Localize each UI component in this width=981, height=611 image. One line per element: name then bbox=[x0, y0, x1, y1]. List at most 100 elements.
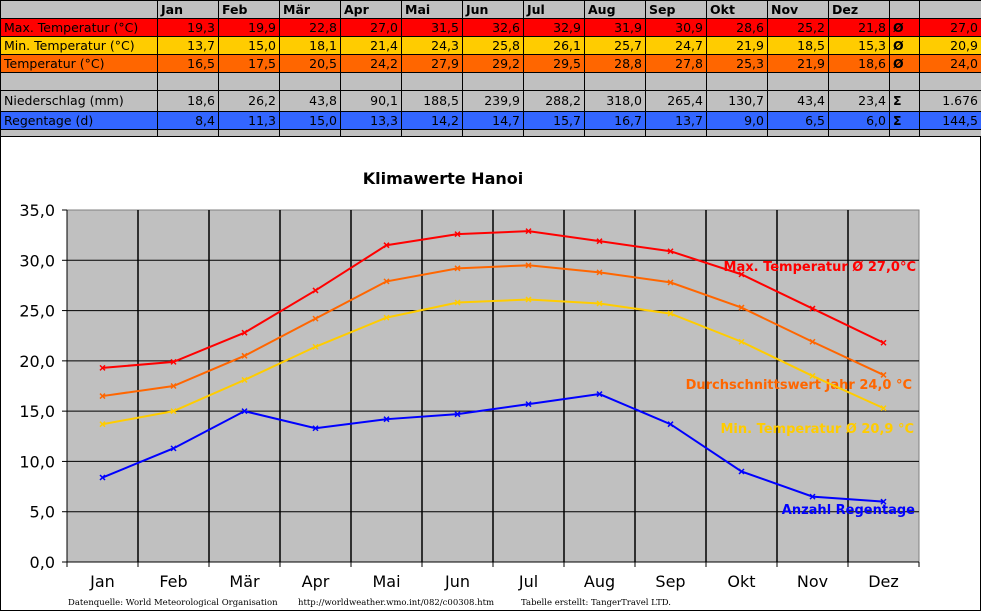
table-cell bbox=[218, 72, 280, 91]
data-point-avg bbox=[383, 278, 390, 285]
data-point-days bbox=[383, 416, 390, 423]
data-point-days bbox=[241, 408, 248, 415]
table-cell bbox=[584, 72, 646, 91]
value-cell: 25,2 bbox=[767, 18, 829, 37]
row-label: Niederschlag (mm) bbox=[0, 90, 158, 112]
value-cell: 19,9 bbox=[218, 18, 280, 37]
summary-value: 24,0 bbox=[919, 54, 981, 73]
y-tick-label: 20,0 bbox=[19, 352, 55, 371]
value-cell: 15,0 bbox=[279, 111, 341, 130]
value-cell: 43,8 bbox=[279, 90, 341, 112]
value-cell: 21,8 bbox=[828, 18, 890, 37]
table-row-avg: Temperatur (°C) 16,5 17,5 20,5 24,2 27,9 29,2 2… bbox=[0, 54, 981, 73]
value-cell: 21,9 bbox=[706, 36, 768, 55]
table-corner-cell bbox=[0, 0, 158, 19]
series-label-min: Min. Temperatur Ø 20,9 °C bbox=[720, 422, 914, 437]
data-point-min bbox=[596, 300, 603, 307]
data-point-max bbox=[383, 242, 390, 249]
table-cell bbox=[919, 72, 981, 91]
summary-symbol: Ø bbox=[889, 18, 920, 37]
value-cell: 28,6 bbox=[706, 18, 768, 37]
value-cell: 25,7 bbox=[584, 36, 646, 55]
data-point-min bbox=[99, 421, 106, 428]
month-header: Mär bbox=[279, 0, 341, 19]
value-cell: 9,0 bbox=[706, 111, 768, 130]
data-point-max bbox=[667, 248, 674, 255]
summary-value: 1.676 bbox=[919, 90, 981, 112]
data-point-avg bbox=[596, 269, 603, 276]
y-tick-label: 5,0 bbox=[30, 503, 55, 522]
data-point-max bbox=[596, 238, 603, 245]
data-point-avg bbox=[241, 352, 248, 359]
table-cell bbox=[919, 0, 981, 19]
data-point-avg bbox=[738, 304, 745, 311]
value-cell: 31,9 bbox=[584, 18, 646, 37]
table-cell bbox=[706, 72, 768, 91]
data-point-min bbox=[667, 310, 674, 317]
y-tick-label: 10,0 bbox=[19, 452, 55, 471]
value-cell: 18,5 bbox=[767, 36, 829, 55]
source-url: http://worldweather.wmo.int/082/c00308.h… bbox=[298, 598, 495, 608]
x-tick-label: Sep bbox=[655, 572, 685, 591]
data-point-min bbox=[525, 296, 532, 303]
data-point-days bbox=[809, 493, 816, 500]
data-point-min bbox=[241, 376, 248, 383]
data-point-min bbox=[809, 372, 816, 379]
data-point-avg bbox=[880, 371, 887, 378]
data-point-min bbox=[383, 314, 390, 321]
y-tick-label: 15,0 bbox=[19, 402, 55, 421]
source-note: Datenquelle: World Meteorological Organi… bbox=[68, 598, 278, 608]
table-cell bbox=[523, 72, 585, 91]
value-cell: 24,7 bbox=[645, 36, 707, 55]
climate-chart: 0,0 5,0 10,0 15,0 20,0 25,0 30,0 35,0 Jan Feb Mär A… bbox=[19, 169, 920, 591]
chart-title: Klimawerte Hanoi bbox=[363, 169, 523, 188]
table-cell bbox=[889, 72, 920, 91]
summary-value: 20,9 bbox=[919, 36, 981, 55]
x-tick-label: Feb bbox=[159, 572, 187, 591]
x-tick-label: Nov bbox=[797, 572, 828, 591]
y-tick-label: 30,0 bbox=[19, 251, 55, 270]
value-cell: 30,9 bbox=[645, 18, 707, 37]
value-cell: 15,3 bbox=[828, 36, 890, 55]
table-cell bbox=[889, 0, 920, 19]
x-tick-label: Jul bbox=[518, 572, 538, 591]
x-tick-label: Dez bbox=[868, 572, 899, 591]
data-point-avg bbox=[525, 262, 532, 269]
credit-note: Tabelle erstellt: TangerTravel LTD. bbox=[521, 598, 672, 608]
value-cell: 28,8 bbox=[584, 54, 646, 73]
data-point-max bbox=[525, 228, 532, 235]
value-cell: 6,5 bbox=[767, 111, 829, 130]
y-tick-label: 35,0 bbox=[19, 201, 55, 220]
data-point-min bbox=[170, 408, 177, 415]
value-cell: 17,5 bbox=[218, 54, 280, 73]
series-label-days: Anzahl Regentage bbox=[782, 503, 915, 518]
value-cell: 22,8 bbox=[279, 18, 341, 37]
value-cell: 26,1 bbox=[523, 36, 585, 55]
chart-panel: 0,0 5,0 10,0 15,0 20,0 25,0 30,0 35,0 Jan Feb Mär A… bbox=[0, 136, 981, 611]
summary-symbol: Ø bbox=[889, 36, 920, 55]
value-cell: 29,5 bbox=[523, 54, 585, 73]
table-row-max: Max. Temperatur (°C) 19,3 19,9 22,8 27,0 31,5… bbox=[0, 18, 981, 37]
value-cell: 31,5 bbox=[401, 18, 463, 37]
data-point-min bbox=[738, 338, 745, 345]
data-point-max bbox=[99, 364, 106, 371]
data-point-days bbox=[525, 401, 532, 408]
summary-value: 27,0 bbox=[919, 18, 981, 37]
data-point-avg bbox=[99, 393, 106, 400]
month-header: Mai bbox=[401, 0, 463, 19]
table-blank-row bbox=[0, 72, 981, 91]
month-header: Sep bbox=[645, 0, 707, 19]
month-header: Jan bbox=[157, 0, 219, 19]
table-row-days: Regentage (d) 8,4 11,3 15,0 13,3 14,2 14,7 15,7… bbox=[0, 111, 981, 130]
value-cell: 24,2 bbox=[340, 54, 402, 73]
data-point-min bbox=[454, 299, 461, 306]
data-point-days bbox=[454, 411, 461, 418]
month-header: Okt bbox=[706, 0, 768, 19]
month-header: Jul bbox=[523, 0, 585, 19]
value-cell: 32,6 bbox=[462, 18, 524, 37]
value-cell: 130,7 bbox=[706, 90, 768, 112]
summary-value: 144,5 bbox=[919, 111, 981, 130]
row-label: Max. Temperatur (°C) bbox=[0, 18, 158, 37]
value-cell: 188,5 bbox=[401, 90, 463, 112]
data-point-days bbox=[596, 391, 603, 398]
